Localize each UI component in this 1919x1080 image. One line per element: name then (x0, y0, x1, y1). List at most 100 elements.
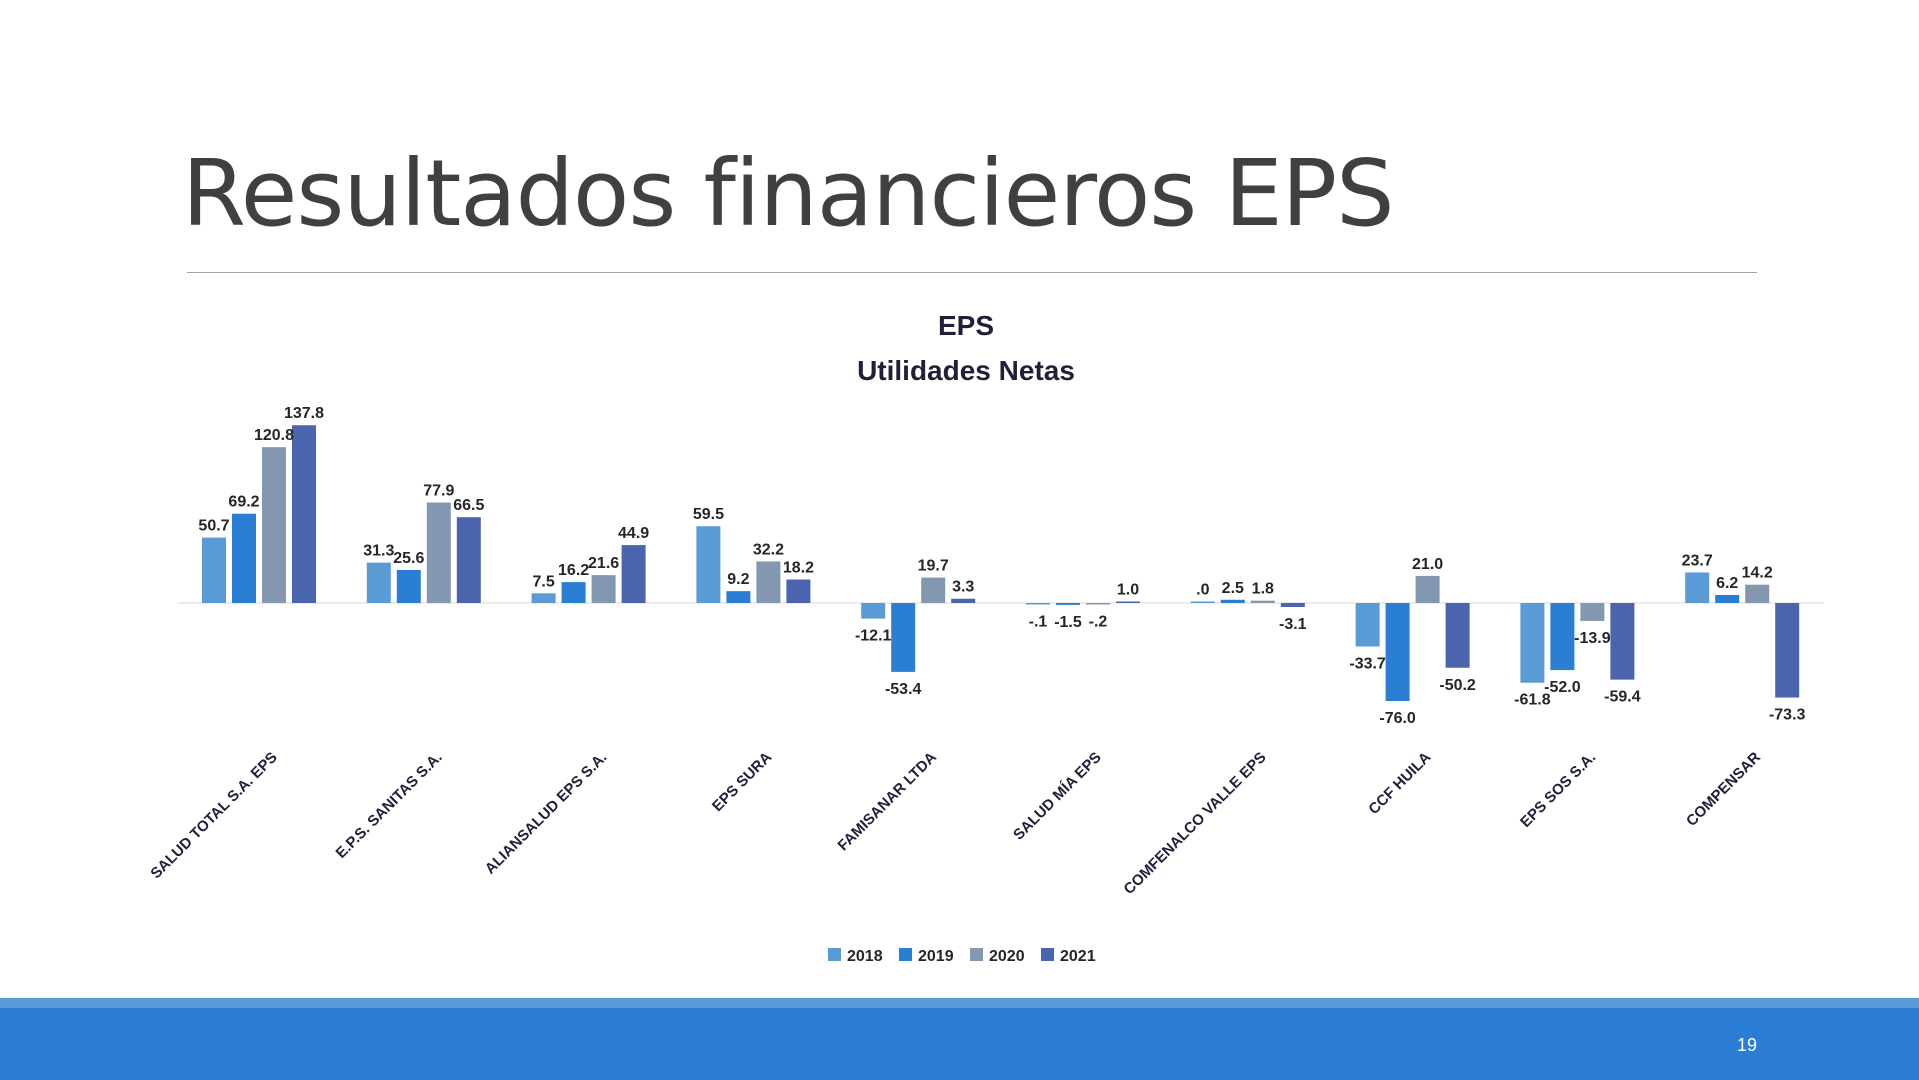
bar-2019-5 (1056, 603, 1080, 605)
bar-2021-6 (1280, 603, 1305, 607)
value-label-2020-3: 32.2 (753, 541, 784, 558)
value-label-2019-7: -76.0 (1379, 710, 1416, 727)
value-label-2019-6: 2.5 (1222, 580, 1244, 597)
category-label-0: SALUD TOTAL S.A. EPS (147, 749, 280, 882)
value-label-2019-2: 16.2 (558, 562, 589, 579)
page-number: 19 (1736, 1035, 1757, 1055)
bar-2019-9 (1715, 595, 1740, 603)
bar-2020-4 (921, 577, 946, 603)
category-label-3: EPS SURA (709, 749, 775, 815)
legend-swatch-2019 (899, 948, 912, 961)
chart-title: EPS (938, 310, 994, 341)
bar-2020-2 (591, 575, 616, 603)
bar-2018-8 (1520, 603, 1545, 683)
footer-accent-band (0, 998, 1919, 1008)
value-label-2020-7: 21.0 (1412, 556, 1443, 573)
bar-2021-8 (1610, 603, 1635, 680)
value-label-2018-3: 59.5 (693, 506, 724, 523)
bar-2018-5 (1026, 603, 1050, 605)
bar-2021-1 (456, 517, 481, 603)
category-label-4: FAMISANAR LTDA (835, 749, 941, 855)
bar-2018-6 (1190, 601, 1215, 603)
category-label-1: E.P.S. SANITAS S.A. (333, 749, 446, 862)
value-label-2021-8: -59.4 (1604, 689, 1641, 706)
value-label-2021-5: 1.0 (1117, 582, 1139, 599)
slide-title: Resultados financieros EPS (182, 140, 1394, 247)
value-label-2019-0: 69.2 (228, 494, 259, 511)
bar-2018-3 (696, 526, 721, 603)
value-label-2020-5: -.2 (1089, 614, 1108, 631)
value-label-2020-4: 19.7 (918, 558, 949, 575)
legend-label-2019: 2019 (918, 948, 954, 965)
bar-2021-4 (951, 598, 976, 603)
value-label-2021-9: -73.3 (1769, 707, 1806, 724)
value-label-2019-3: 9.2 (727, 571, 749, 588)
bar-2019-6 (1220, 599, 1245, 603)
category-label-6: COMFENALCO VALLE EPS (1120, 749, 1269, 898)
legend: 2018 2019 2020 2021 (828, 948, 1096, 965)
value-label-2018-5: -.1 (1029, 614, 1048, 631)
bar-2021-3 (786, 579, 811, 603)
legend-swatch-2020 (970, 948, 983, 961)
value-label-2019-8: -52.0 (1544, 679, 1581, 696)
legend-label-2021: 2021 (1060, 948, 1096, 965)
value-label-2020-8: -13.9 (1574, 630, 1611, 647)
legend-label-2018: 2018 (847, 948, 883, 965)
net-income-chart: EPS Utilidades Netas 50.7 69.2 120.8 137.8 3… (147, 310, 1824, 965)
bar-2021-9 (1775, 603, 1800, 698)
category-label-9: COMPENSAR (1683, 749, 1764, 830)
value-label-2021-0: 137.8 (284, 405, 324, 422)
value-label-2018-2: 7.5 (532, 573, 554, 590)
legend-swatch-2018 (828, 948, 841, 961)
value-label-2019-5: -1.5 (1054, 614, 1082, 631)
category-label-8: EPS SOS S.A. (1517, 749, 1599, 831)
bar-2018-2 (531, 593, 556, 603)
value-label-2020-0: 120.8 (254, 427, 294, 444)
value-label-2021-4: 3.3 (952, 579, 974, 596)
value-label-2021-7: -50.2 (1439, 677, 1476, 694)
title-divider (187, 272, 1757, 273)
category-label-group: SALUD TOTAL S.A. EPS E.P.S. SANITAS S.A. A… (147, 749, 1764, 898)
value-label-2020-1: 77.9 (423, 483, 454, 500)
value-label-2021-3: 18.2 (783, 560, 814, 577)
bar-2019-1 (396, 569, 421, 603)
bar-2021-7 (1445, 603, 1470, 668)
bar-2018-4 (861, 603, 886, 619)
bar-2021-2 (621, 545, 646, 603)
value-label-2019-1: 25.6 (393, 550, 424, 567)
bar-2018-9 (1685, 572, 1710, 603)
footer-band (0, 1008, 1919, 1080)
value-label-2018-7: -33.7 (1349, 655, 1386, 672)
bar-2020-3 (756, 561, 781, 603)
bar-2019-0 (232, 513, 256, 603)
value-label-2018-8: -61.8 (1514, 692, 1551, 709)
bar-2020-8 (1580, 603, 1605, 621)
bar-2018-1 (366, 562, 391, 603)
value-label-2018-9: 23.7 (1682, 552, 1713, 569)
bar-2020-0 (262, 447, 286, 603)
bar-2020-5 (1086, 603, 1110, 605)
bar-2019-8 (1550, 603, 1575, 671)
legend-swatch-2021 (1041, 948, 1054, 961)
value-label-2019-9: 6.2 (1716, 575, 1738, 592)
bar-2018-7 (1355, 603, 1380, 647)
bar-2020-1 (426, 502, 451, 603)
bar-2021-5 (1116, 601, 1140, 603)
bar-2019-4 (891, 603, 916, 672)
chart-subtitle: Utilidades Netas (857, 355, 1075, 386)
bar-2020-6 (1250, 600, 1275, 603)
bar-group (202, 425, 1800, 702)
bar-2019-7 (1385, 603, 1410, 702)
bar-2019-3 (726, 591, 751, 603)
value-label-2020-6: 1.8 (1252, 581, 1274, 598)
value-label-2018-6: .0 (1196, 582, 1209, 599)
value-label-2018-4: -12.1 (855, 628, 892, 645)
value-label-2018-0: 50.7 (198, 518, 229, 535)
category-label-5: SALUD MÍA EPS (1010, 749, 1105, 844)
bar-2019-2 (561, 582, 586, 603)
category-label-7: CCF HUILA (1365, 749, 1434, 818)
value-label-2021-6: -3.1 (1279, 616, 1307, 633)
value-label-2018-1: 31.3 (363, 543, 394, 560)
value-label-2021-1: 66.5 (453, 497, 484, 514)
value-label-2019-4: -53.4 (885, 681, 922, 698)
